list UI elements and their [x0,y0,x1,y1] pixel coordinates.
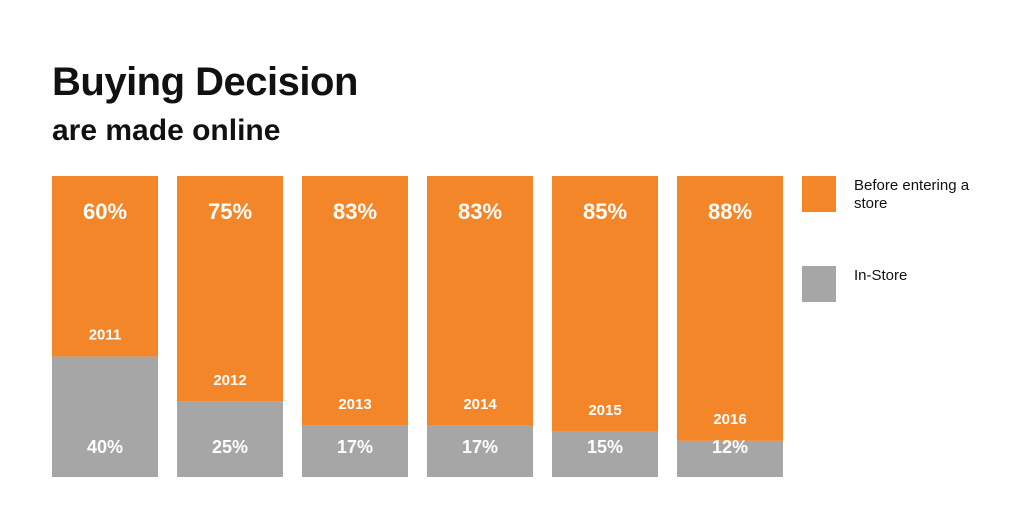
bar-in-store-2011 [52,356,158,477]
legend-item-before-store: Before entering a store [802,176,1012,266]
data-label-in-store-2013: 17% [337,437,373,457]
category-label-2016: 2016 [713,411,746,428]
category-label-2012: 2012 [213,372,246,389]
bar-before-store-2013 [302,176,408,426]
bar-in-store-2014 [427,425,533,477]
bar-in-store-2013 [302,425,408,477]
category-label-2011: 2011 [89,327,122,344]
legend-swatch-before-store [802,176,836,212]
chart-title: Buying Decision [52,60,358,104]
data-label-before-store-2014: 83% [458,199,502,224]
bar-before-store-2012 [177,176,283,402]
legend-label-in-store: In-Store [854,267,908,284]
category-label-2015: 2015 [588,402,621,419]
data-label-in-store-2014: 17% [462,437,498,457]
legend-swatch-in-store [802,266,836,302]
category-label-2014: 2014 [463,396,497,413]
legend-label-before-store: Before entering a store [854,177,970,212]
category-label-2013: 2013 [338,396,371,413]
data-label-before-store-2015: 85% [583,199,627,224]
legend-item-in-store: In-Store [802,266,1012,356]
data-label-before-store-2011: 60% [83,199,127,224]
data-label-in-store-2012: 25% [212,437,248,457]
data-label-before-store-2016: 88% [708,199,752,224]
bar-before-store-2016 [677,176,783,441]
data-label-before-store-2012: 75% [208,199,252,224]
chart-legend: Before entering a store In-Store [802,176,1012,356]
chart-subtitle: are made online [52,114,281,147]
bar-before-store-2014 [427,176,533,426]
data-label-in-store-2015: 15% [587,437,623,457]
bar-in-store-2015 [552,431,658,477]
data-label-in-store-2016: 12% [712,437,748,457]
bar-before-store-2011 [52,176,158,357]
data-label-in-store-2011: 40% [87,437,123,457]
bar-in-store-2016 [677,440,783,477]
bar-before-store-2015 [552,176,658,432]
data-label-before-store-2013: 83% [333,199,377,224]
bar-in-store-2012 [177,401,283,477]
